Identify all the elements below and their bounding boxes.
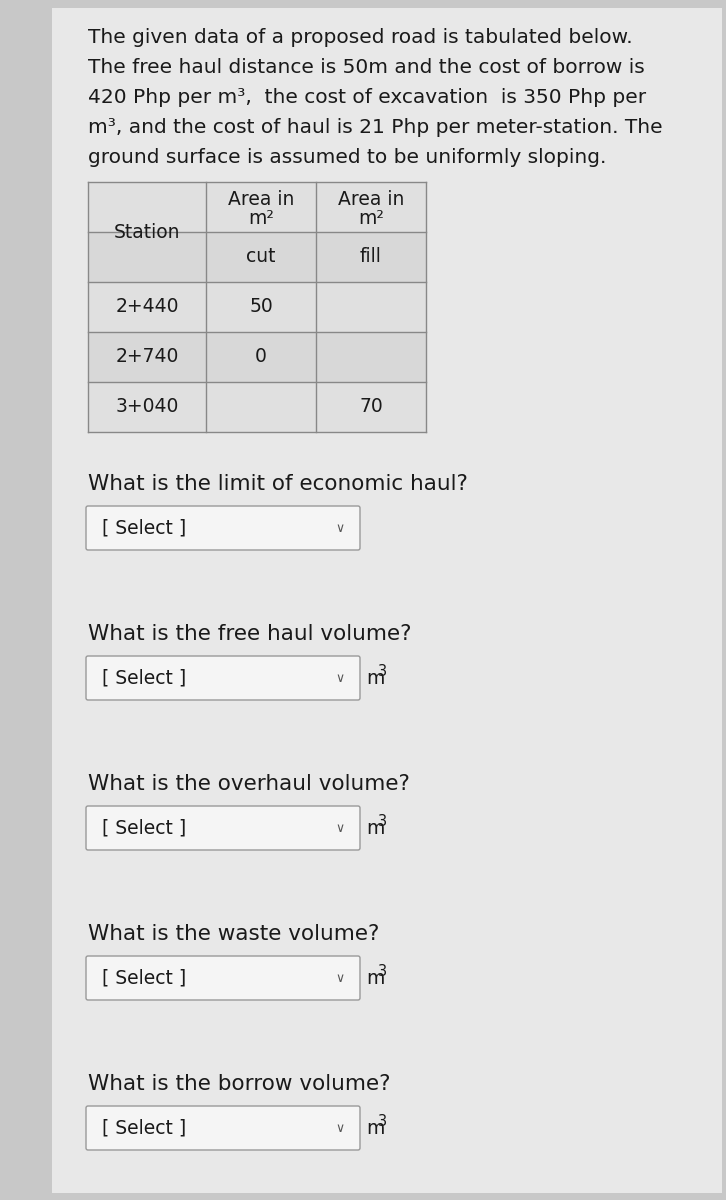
Bar	[88, 382, 426, 432]
Bar	[88, 232, 426, 282]
Text: The given data of a proposed road is tabulated below.: The given data of a proposed road is tab…	[88, 28, 632, 47]
Text: 3: 3	[378, 965, 387, 979]
FancyBboxPatch shape	[86, 1106, 360, 1150]
Text: 3: 3	[378, 665, 387, 679]
Text: m²: m²	[248, 209, 274, 228]
Text: What is the borrow volume?: What is the borrow volume?	[88, 1074, 391, 1094]
Text: [ Select ]: [ Select ]	[102, 1118, 187, 1138]
Text: cut: cut	[246, 247, 276, 266]
Bar	[88, 332, 426, 382]
FancyBboxPatch shape	[86, 656, 360, 700]
Text: m: m	[366, 968, 384, 988]
Text: m³, and the cost of haul is 21 Php per meter-station. The: m³, and the cost of haul is 21 Php per m…	[88, 118, 663, 137]
Text: Station: Station	[114, 222, 180, 241]
Text: [ Select ]: [ Select ]	[102, 668, 187, 688]
Bar	[88, 182, 426, 232]
Text: ∨: ∨	[335, 822, 345, 835]
Text: 2+740: 2+740	[115, 348, 179, 366]
FancyBboxPatch shape	[86, 956, 360, 1000]
Text: What is the waste volume?: What is the waste volume?	[88, 924, 380, 944]
Text: ∨: ∨	[335, 522, 345, 535]
Text: [ Select ]: [ Select ]	[102, 818, 187, 838]
Text: 2+440: 2+440	[115, 298, 179, 317]
Text: [ Select ]: [ Select ]	[102, 518, 187, 538]
Text: What is the free haul volume?: What is the free haul volume?	[88, 624, 412, 644]
Text: Area in: Area in	[338, 190, 404, 209]
Text: ground surface is assumed to be uniformly sloping.: ground surface is assumed to be uniforml…	[88, 148, 606, 167]
Text: ∨: ∨	[335, 972, 345, 985]
Text: 3: 3	[378, 1115, 387, 1129]
Text: ∨: ∨	[335, 672, 345, 685]
FancyBboxPatch shape	[86, 806, 360, 850]
Text: The free haul distance is 50m and the cost of borrow is: The free haul distance is 50m and the co…	[88, 58, 645, 77]
Text: m²: m²	[358, 209, 384, 228]
Text: What is the overhaul volume?: What is the overhaul volume?	[88, 774, 410, 794]
Text: ∨: ∨	[335, 1122, 345, 1135]
Text: 70: 70	[359, 397, 383, 416]
Bar	[88, 282, 426, 332]
Text: 420 Php per m³,  the cost of excavation  is 350 Php per: 420 Php per m³, the cost of excavation i…	[88, 88, 646, 107]
Text: 3+040: 3+040	[115, 397, 179, 416]
FancyBboxPatch shape	[86, 506, 360, 550]
Text: fill: fill	[360, 247, 382, 266]
Text: 50: 50	[249, 298, 273, 317]
Text: m: m	[366, 818, 384, 838]
Text: m: m	[366, 1118, 384, 1138]
Text: What is the limit of economic haul?: What is the limit of economic haul?	[88, 474, 468, 494]
Text: m: m	[366, 668, 384, 688]
Text: Area in: Area in	[228, 190, 294, 209]
Text: [ Select ]: [ Select ]	[102, 968, 187, 988]
Text: 0: 0	[255, 348, 267, 366]
Text: 3: 3	[378, 815, 387, 829]
